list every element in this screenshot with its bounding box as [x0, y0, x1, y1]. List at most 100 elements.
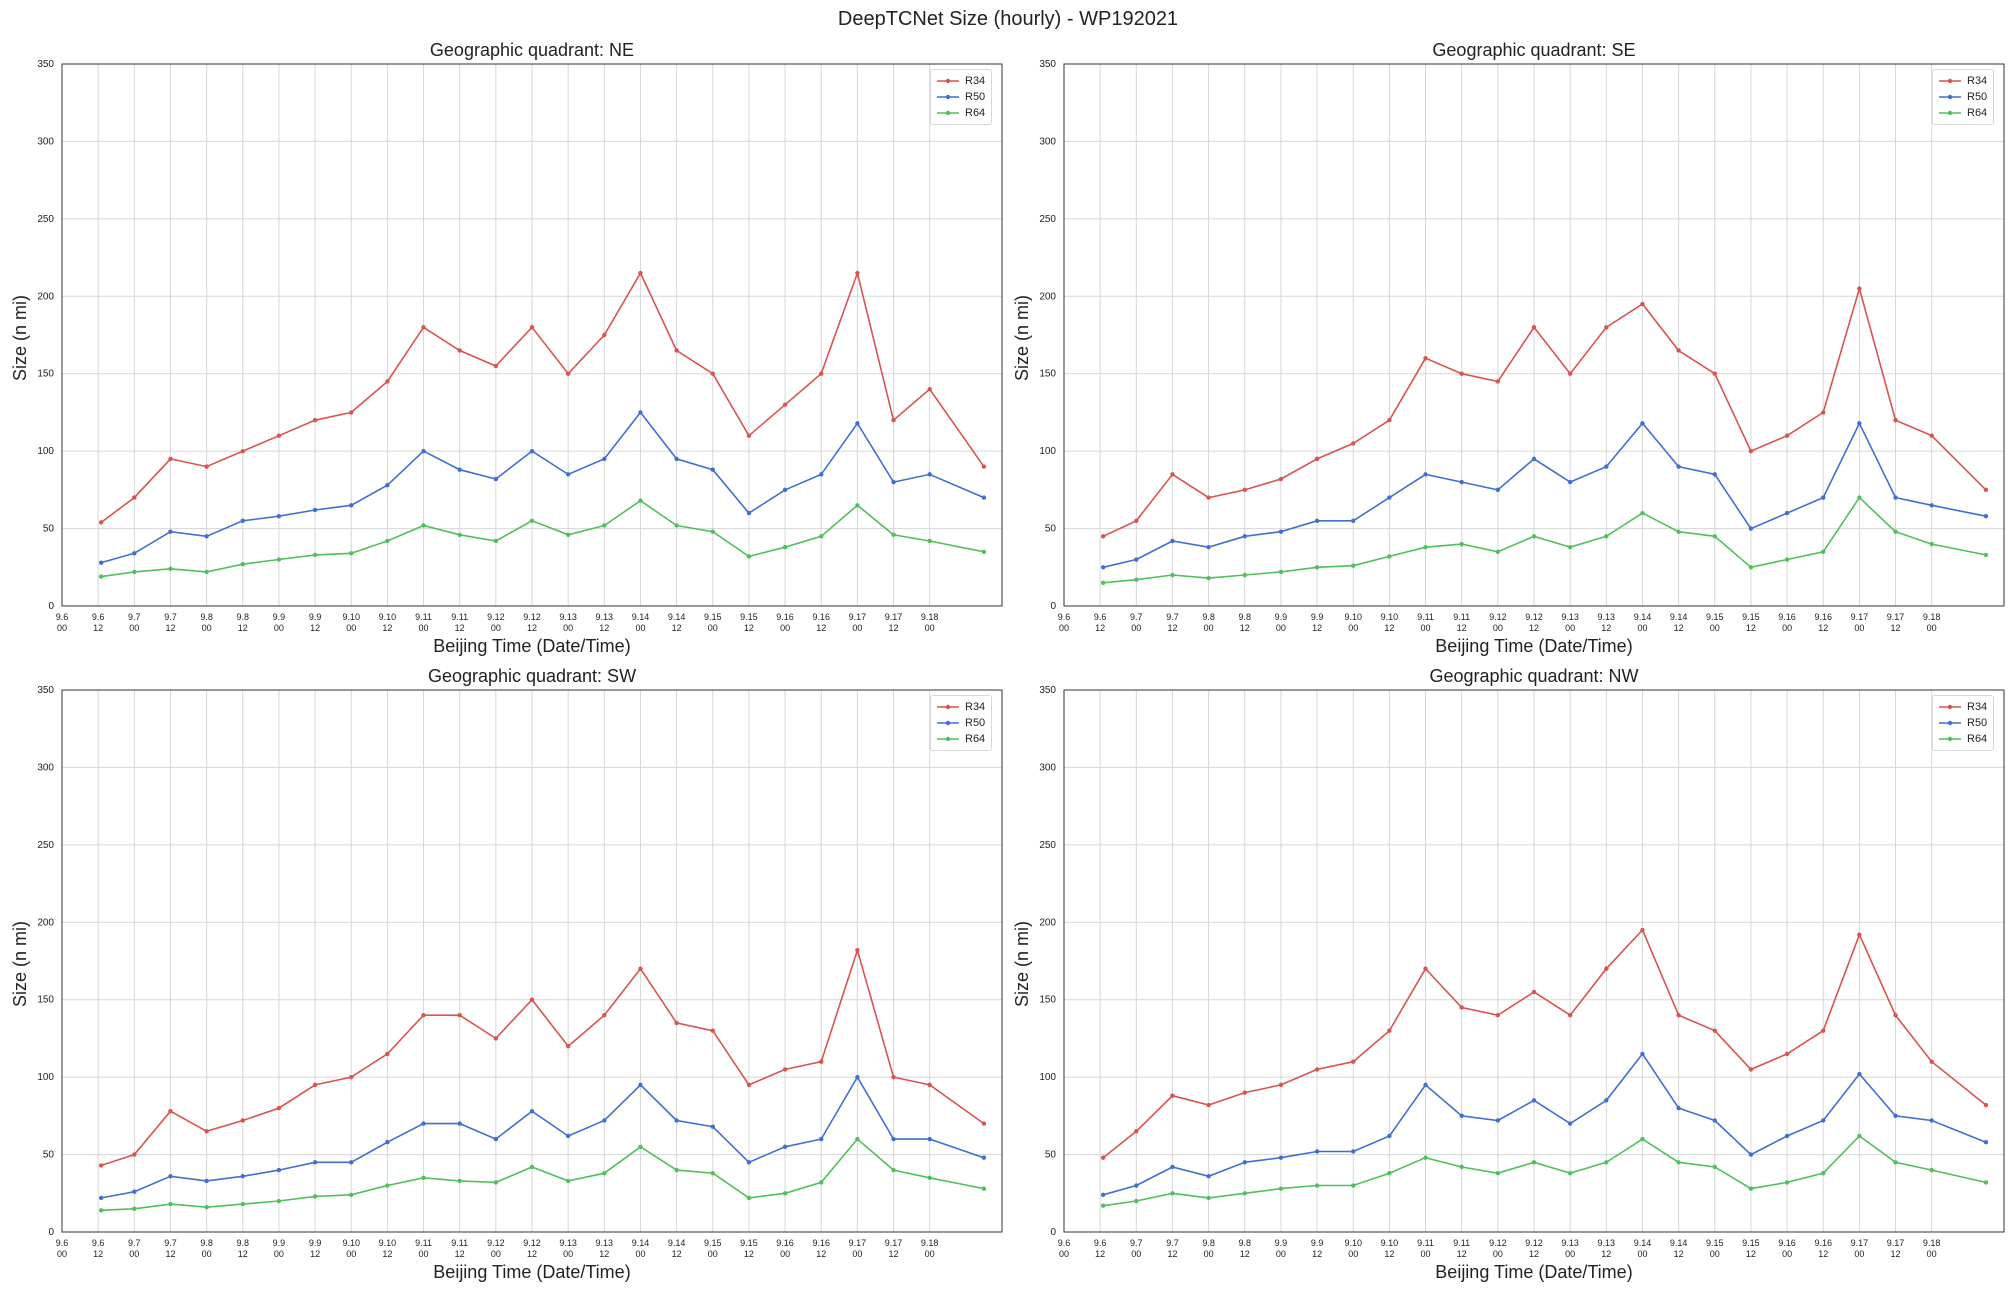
x-tick-label: 9.16 00 [776, 1238, 794, 1259]
data-point-r50 [1983, 513, 1989, 519]
data-point-r34 [1640, 301, 1645, 307]
x-tick-label: 9.8 00 [1202, 1238, 1215, 1259]
data-point-r50 [276, 513, 282, 519]
x-tick-label: 9.10 00 [342, 612, 360, 633]
data-point-r50 [204, 534, 209, 539]
data-point-r34 [1983, 1102, 1989, 1108]
x-tick-label: 9.16 12 [1814, 612, 1832, 633]
legend-label: R64 [1967, 733, 1988, 745]
data-point-r64 [1387, 1170, 1392, 1176]
x-tick-label: 9.11 00 [1417, 1238, 1434, 1259]
data-point-r34 [204, 464, 209, 469]
data-point-r64 [1983, 1180, 1989, 1185]
data-point-r50 [312, 1160, 318, 1165]
data-point-r50 [1676, 1105, 1681, 1111]
data-point-r34 [276, 433, 282, 438]
data-point-r64 [565, 1178, 571, 1184]
data-point-r50 [1387, 1133, 1392, 1139]
data-point-r64 [855, 1136, 860, 1142]
data-point-r34 [1676, 1013, 1681, 1018]
data-point-r34 [1278, 476, 1284, 482]
data-point-r50 [1423, 472, 1428, 477]
data-point-r50 [602, 1118, 607, 1123]
data-point-r34 [1893, 417, 1898, 423]
data-point-r50 [493, 476, 499, 482]
data-point-r34 [746, 433, 752, 438]
data-point-r34 [1423, 966, 1428, 971]
data-point-r64 [1495, 549, 1501, 554]
series-line-r50 [100, 411, 985, 564]
data-point-r64 [1242, 1191, 1247, 1196]
data-point-r34 [1784, 1051, 1790, 1057]
x-tick-label: 9.10 00 [1344, 612, 1362, 633]
x-tick-label: 9.7 12 [164, 612, 177, 633]
data-point-r50 [1531, 1098, 1537, 1103]
data-point-r64 [132, 1206, 137, 1211]
axes-frame [61, 63, 1003, 607]
data-point-r50 [1351, 1149, 1356, 1154]
data-point-r64 [746, 1195, 752, 1201]
data-point-r34 [132, 495, 137, 500]
data-point-r34 [565, 371, 571, 376]
data-point-r64 [638, 1144, 643, 1150]
data-point-r64 [1784, 1180, 1790, 1185]
x-tick-label: 9.6 12 [92, 612, 105, 633]
x-tick-label: 9.17 12 [885, 612, 903, 633]
data-point-r64 [1495, 1170, 1501, 1176]
data-point-r50 [457, 467, 462, 472]
data-point-r34 [1983, 487, 1989, 493]
x-tick-label: 9.12 12 [523, 612, 541, 633]
axes-frame [61, 689, 1003, 1233]
data-point-r50 [1134, 557, 1139, 562]
data-point-r50 [927, 472, 932, 477]
data-point-r64 [1604, 1160, 1609, 1165]
data-point-r34 [1604, 966, 1609, 971]
data-point-r34 [1495, 379, 1501, 384]
legend-item-r34: R34 [1939, 699, 1987, 715]
legend-item-r50: R50 [1939, 89, 1987, 105]
x-tick-label: 9.9 00 [273, 612, 286, 633]
x-tick-label: 9.14 00 [632, 1238, 650, 1259]
x-tick-label: 9.7 12 [1166, 1238, 1179, 1259]
x-tick-label: 9.16 12 [812, 1238, 830, 1259]
axes-frame [1063, 63, 2005, 607]
x-tick-label: 9.10 00 [1344, 1238, 1362, 1259]
legend-label: R34 [1967, 701, 1988, 713]
x-tick-label: 9.11 12 [1453, 612, 1470, 633]
x-tick-label: 9.17 00 [1851, 1238, 1869, 1259]
data-point-r64 [98, 1208, 104, 1213]
x-tick-label: 9.15 12 [1742, 1238, 1760, 1259]
data-point-r34 [1242, 1090, 1247, 1095]
data-point-r64 [385, 1183, 390, 1188]
x-tick-label: 9.13 12 [1598, 1238, 1616, 1259]
x-tick-label: 9.13 00 [1561, 612, 1579, 633]
data-point-r50 [98, 560, 104, 565]
y-tick-label: 250 [1039, 840, 1056, 851]
x-tick-label: 9.10 12 [1381, 612, 1399, 633]
data-point-r64 [204, 569, 209, 575]
x-tick-label: 9.16 12 [1814, 1238, 1832, 1259]
y-tick-label: 100 [37, 446, 54, 457]
legend: R34 R50 R64 [1932, 69, 1995, 125]
legend-label: R64 [1967, 107, 1988, 119]
data-point-r64 [1712, 1164, 1717, 1170]
x-tick-label: 9.8 12 [1239, 1238, 1252, 1259]
data-point-r64 [602, 523, 607, 528]
x-tick-label: 9.9 12 [309, 612, 322, 633]
x-tick-label: 9.16 00 [1778, 1238, 1796, 1259]
data-point-r64 [421, 1175, 426, 1180]
data-point-r64 [1929, 1167, 1934, 1173]
data-point-r34 [855, 270, 860, 276]
data-point-r64 [1351, 563, 1356, 568]
x-tick-label: 9.17 12 [1887, 612, 1905, 633]
data-point-r50 [1495, 487, 1501, 493]
data-point-r34 [240, 448, 245, 454]
x-tick-label: 9.6 00 [1058, 612, 1071, 633]
data-point-r34 [240, 1118, 245, 1123]
data-point-r64 [276, 557, 282, 562]
legend-swatch [937, 704, 959, 710]
data-point-r50 [1134, 1183, 1139, 1188]
x-tick-label: 9.15 00 [704, 1238, 722, 1259]
x-tick-label: 9.13 00 [559, 1238, 577, 1259]
data-point-r34 [493, 1036, 499, 1041]
